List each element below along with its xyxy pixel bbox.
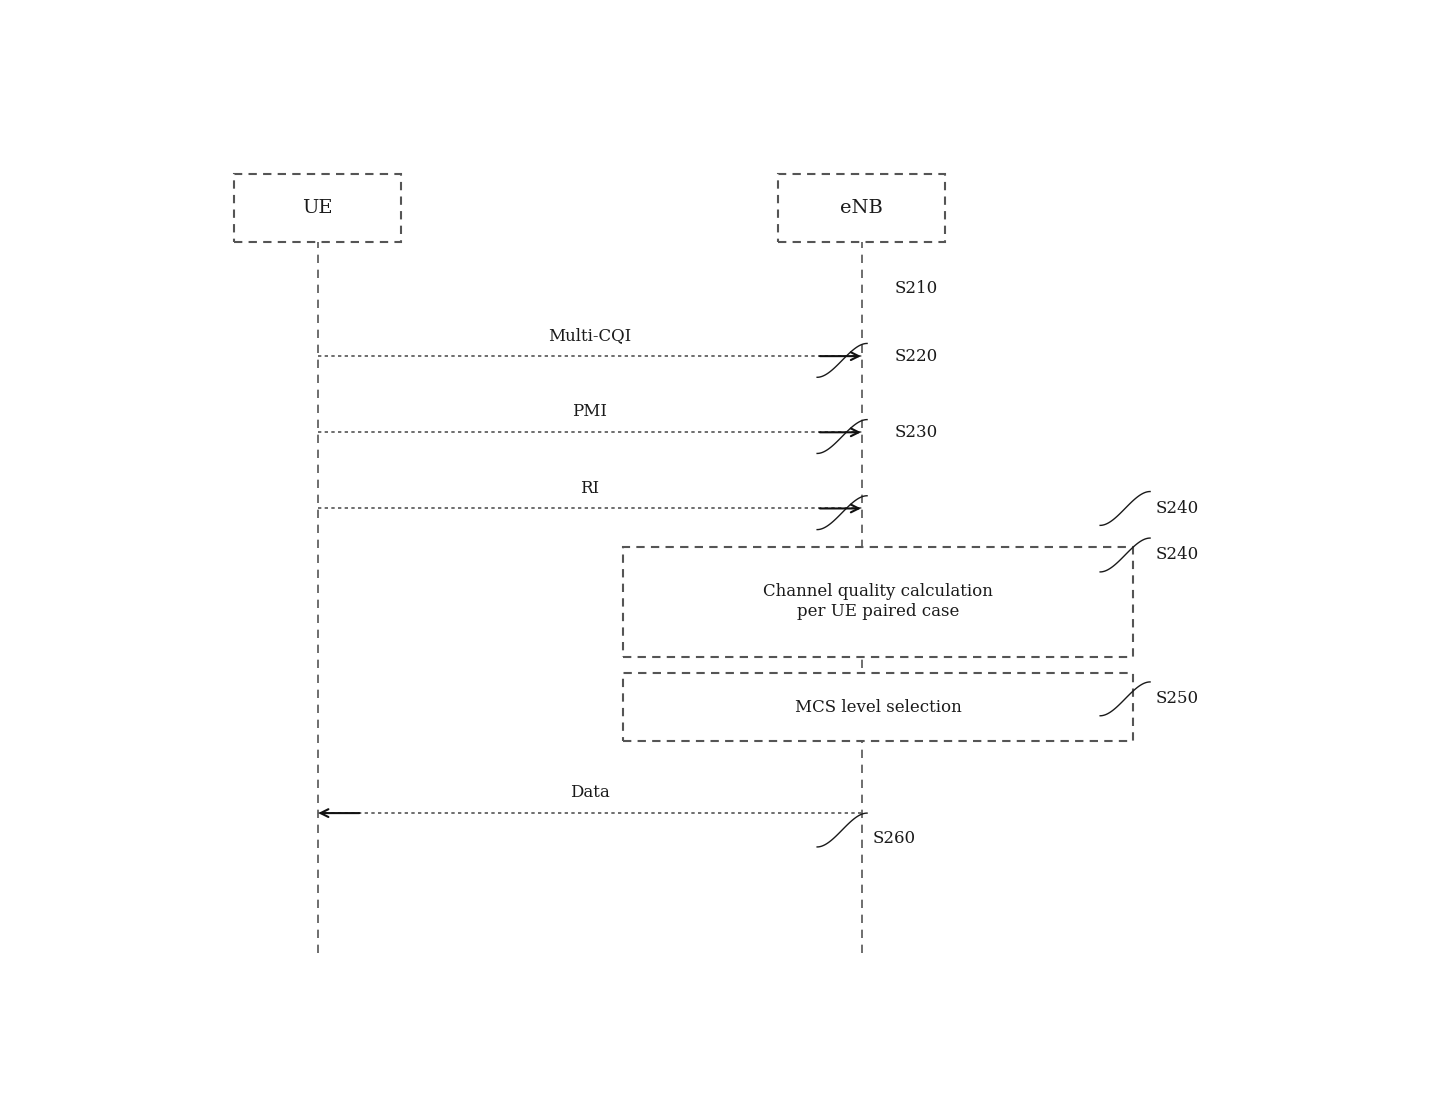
Bar (779, 174, 945, 242)
Bar (235, 174, 401, 242)
Text: Multi-CQI: Multi-CQI (548, 328, 632, 344)
Text: S240: S240 (1156, 500, 1199, 517)
Text: S220: S220 (895, 347, 938, 365)
Text: UE: UE (302, 199, 334, 217)
Text: Channel quality calculation
per UE paired case: Channel quality calculation per UE paire… (763, 584, 994, 620)
Text: S260: S260 (872, 830, 915, 847)
Text: eNB: eNB (841, 199, 884, 217)
Text: MCS level selection: MCS level selection (795, 699, 961, 715)
Text: S240: S240 (1156, 546, 1199, 564)
Text: PMI: PMI (573, 403, 607, 421)
Text: S250: S250 (1156, 690, 1199, 708)
Bar (623, 546, 1134, 656)
Text: S230: S230 (895, 424, 938, 441)
Bar (623, 674, 1134, 741)
Text: S210: S210 (895, 280, 938, 297)
Text: Data: Data (570, 785, 610, 801)
Text: RI: RI (580, 479, 599, 497)
